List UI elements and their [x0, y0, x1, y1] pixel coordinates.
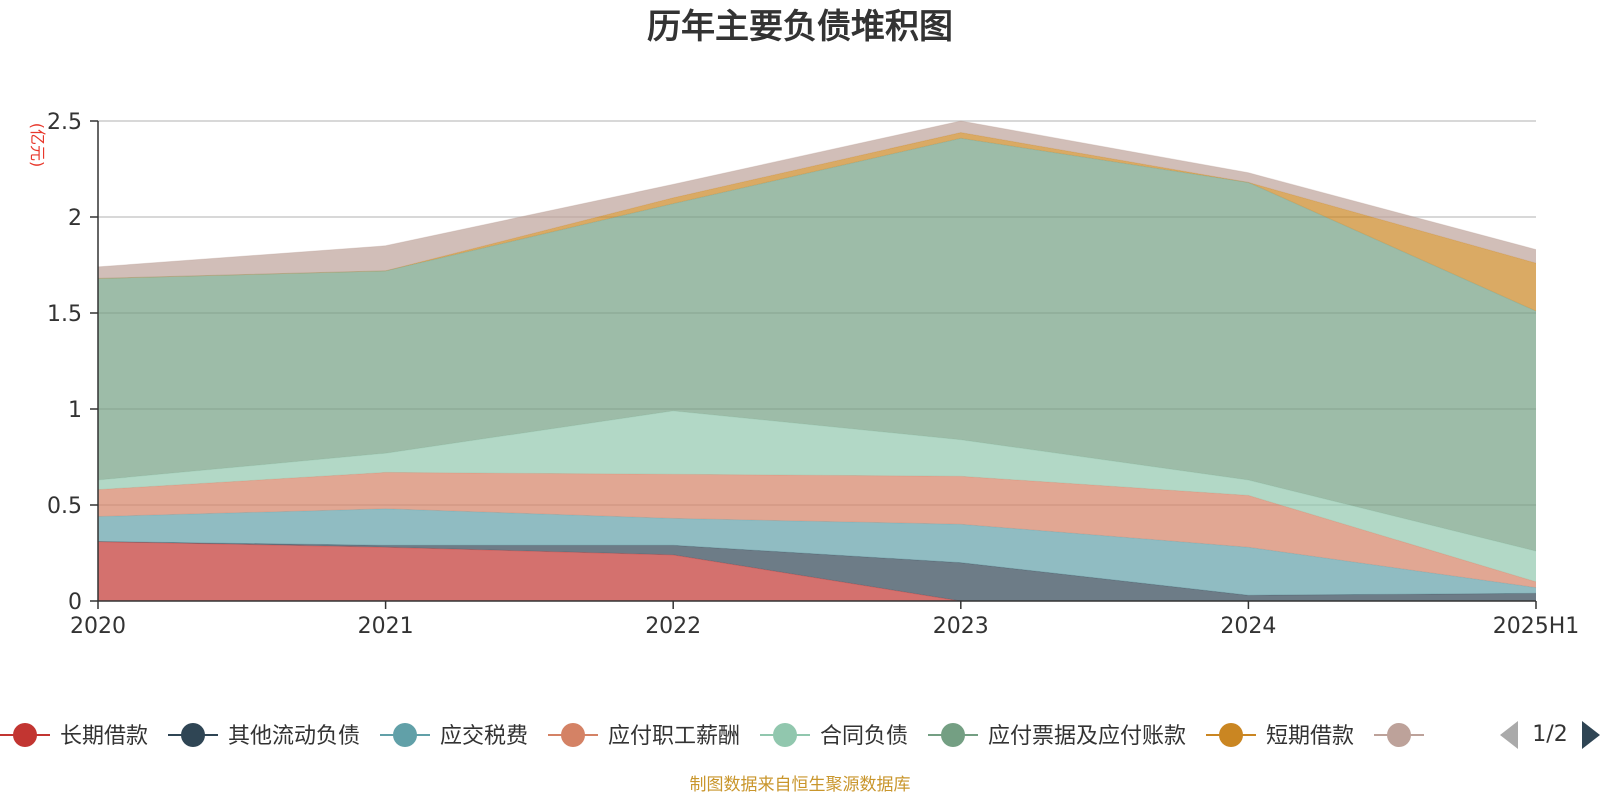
y-tick-label: 1.5 — [47, 302, 82, 327]
x-tick-label: 2020 — [70, 614, 126, 639]
x-tick-label: 2024 — [1220, 614, 1276, 639]
legend-marker — [561, 723, 585, 747]
legend-label: 应交税费 — [440, 724, 528, 749]
legend-marker — [1387, 723, 1411, 747]
area-series-line-8 — [97, 120, 1537, 268]
y-axis-unit: (亿元) — [28, 123, 47, 168]
area-series-6 — [98, 138, 1536, 552]
legend-marker — [13, 723, 37, 747]
x-tick-label: 2022 — [645, 614, 701, 639]
legend-item[interactable]: 应交税费 — [380, 723, 528, 749]
legend-page-indicator: 1/2 — [1532, 722, 1567, 747]
legend-marker — [941, 723, 965, 747]
legend-label: 短期借款 — [1266, 724, 1354, 749]
y-tick-label: 1 — [68, 398, 82, 423]
legend-item[interactable]: 应付职工薪酬 — [548, 723, 740, 749]
legend-marker — [1219, 723, 1243, 747]
x-tick-label: 2023 — [933, 614, 989, 639]
area-series-7 — [98, 132, 1536, 312]
triangle-right-icon[interactable] — [1582, 721, 1600, 749]
legend-label: 应付票据及应付账款 — [988, 724, 1186, 749]
y-tick-label: 2 — [68, 206, 82, 231]
area-series-2 — [98, 541, 1536, 601]
area-series-5 — [98, 410, 1536, 582]
area-series-3 — [98, 508, 1536, 596]
y-axis-ticks: 0 0.5 1 1.5 2 2.5 — [47, 110, 98, 615]
x-axis-ticks: 2020 2021 2022 2023 2024 2025H1 — [70, 601, 1579, 639]
area-series — [97, 120, 1537, 602]
legend-label: 合同负债 — [820, 724, 908, 749]
axes — [97, 121, 1536, 602]
triangle-left-icon[interactable] — [1500, 721, 1518, 749]
chart-title: 历年主要负债堆积图 — [647, 7, 953, 47]
area-series-4 — [98, 472, 1536, 588]
x-tick-label: 2021 — [358, 614, 414, 639]
x-tick-label: 2025H1 — [1493, 614, 1580, 639]
y-tick-label: 0.5 — [47, 494, 82, 519]
legend-marker — [181, 723, 205, 747]
area-series-1 — [98, 541, 1536, 601]
area-series-8 — [98, 121, 1536, 279]
legend-item[interactable]: 应付票据及应付账款 — [928, 723, 1186, 749]
legend-pager: 1/2 — [1500, 721, 1600, 749]
legend-marker — [393, 723, 417, 747]
legend: 长期借款 其他流动负债 应交税费 应付职工薪酬 合同负债 应付票据及应付账款 短期借款 — [0, 723, 1424, 749]
y-tick-label: 0 — [68, 590, 82, 615]
legend-item[interactable]: 长期借款 — [0, 723, 148, 749]
legend-label: 其他流动负债 — [228, 724, 360, 749]
data-source-note: 制图数据来自恒生聚源数据库 — [690, 775, 911, 795]
legend-marker — [773, 723, 797, 747]
area-series-line-2 — [97, 541, 1537, 596]
legend-item[interactable]: 其他流动负债 — [168, 723, 360, 749]
legend-label: 长期借款 — [60, 724, 148, 749]
legend-item[interactable] — [1374, 723, 1424, 747]
legend-item[interactable]: 合同负债 — [760, 723, 908, 749]
legend-item[interactable]: 短期借款 — [1206, 723, 1354, 749]
legend-label: 应付职工薪酬 — [608, 724, 740, 749]
y-tick-label: 2.5 — [47, 110, 82, 135]
